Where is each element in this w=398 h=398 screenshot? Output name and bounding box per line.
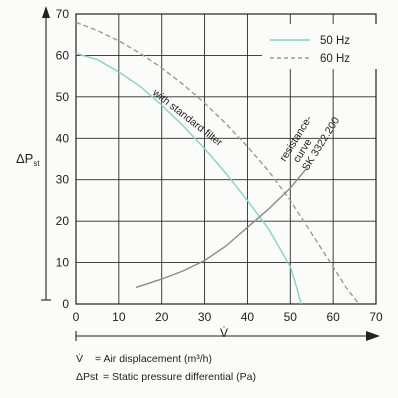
y-tick-labels: 0 10 20 30 40 50 60 70 (56, 7, 70, 311)
y-tick-label: 30 (56, 173, 70, 187)
y-tick-label: 50 (56, 90, 70, 104)
caption-line2-text: = Static pressure differential (Pa) (103, 371, 256, 383)
x-axis-label: V̇ (220, 326, 228, 340)
annotation-standard-filter: with standard filter (149, 86, 225, 149)
x-tick-label: 0 (73, 310, 80, 324)
x-tick-label: 60 (326, 310, 340, 324)
curves (75, 21, 360, 305)
caption-line2-symbol: ΔPst (76, 371, 98, 383)
caption: V̇ = Air displacement (m³/h) ΔPst = Stat… (76, 352, 256, 383)
legend-label-50hz: 50 Hz (320, 35, 350, 47)
x-tick-label: 30 (198, 310, 212, 324)
caption-line1-symbol: V̇ (76, 352, 83, 365)
y-tick-label: 70 (56, 7, 70, 21)
x-tick-label: 40 (241, 310, 255, 324)
y-tick-label: 0 (62, 297, 69, 311)
y-axis-arrow (41, 6, 51, 301)
legend: 50 Hz 60 Hz (270, 35, 350, 65)
y-axis-label: ΔPst (16, 151, 40, 168)
x-tick-label: 50 (284, 310, 298, 324)
y-tick-label: 60 (56, 48, 70, 62)
plot-frame (75, 13, 377, 305)
legend-box (262, 24, 378, 69)
x-tick-label: 70 (369, 310, 383, 324)
x-tick-label: 20 (155, 310, 169, 324)
y-tick-label: 10 (56, 256, 70, 270)
resistance-curve (135, 166, 308, 289)
legend-label-60hz: 60 Hz (320, 53, 350, 65)
x-axis-arrow (75, 331, 380, 341)
y-tick-label: 20 (56, 214, 70, 228)
caption-line1-text: = Air displacement (m³/h) (95, 353, 212, 365)
curve-60hz (75, 21, 360, 305)
y-tick-label: 40 (56, 131, 70, 145)
curve-50hz (75, 52, 302, 305)
annotation-resistance-curve: resistance- curve SK 3322.200 (277, 113, 342, 173)
x-tick-labels: 0 10 20 30 40 50 60 70 (73, 310, 383, 324)
x-tick-label: 10 (112, 310, 126, 324)
